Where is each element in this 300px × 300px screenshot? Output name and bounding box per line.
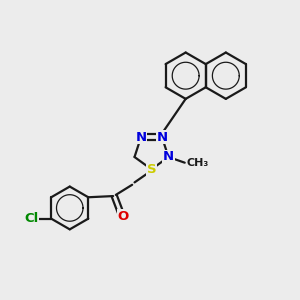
Text: O: O	[118, 210, 129, 223]
Text: S: S	[147, 164, 156, 176]
Text: Cl: Cl	[24, 212, 38, 225]
Text: N: N	[156, 130, 167, 144]
Text: N: N	[135, 130, 147, 144]
Text: N: N	[163, 151, 174, 164]
Text: CH₃: CH₃	[187, 158, 209, 168]
